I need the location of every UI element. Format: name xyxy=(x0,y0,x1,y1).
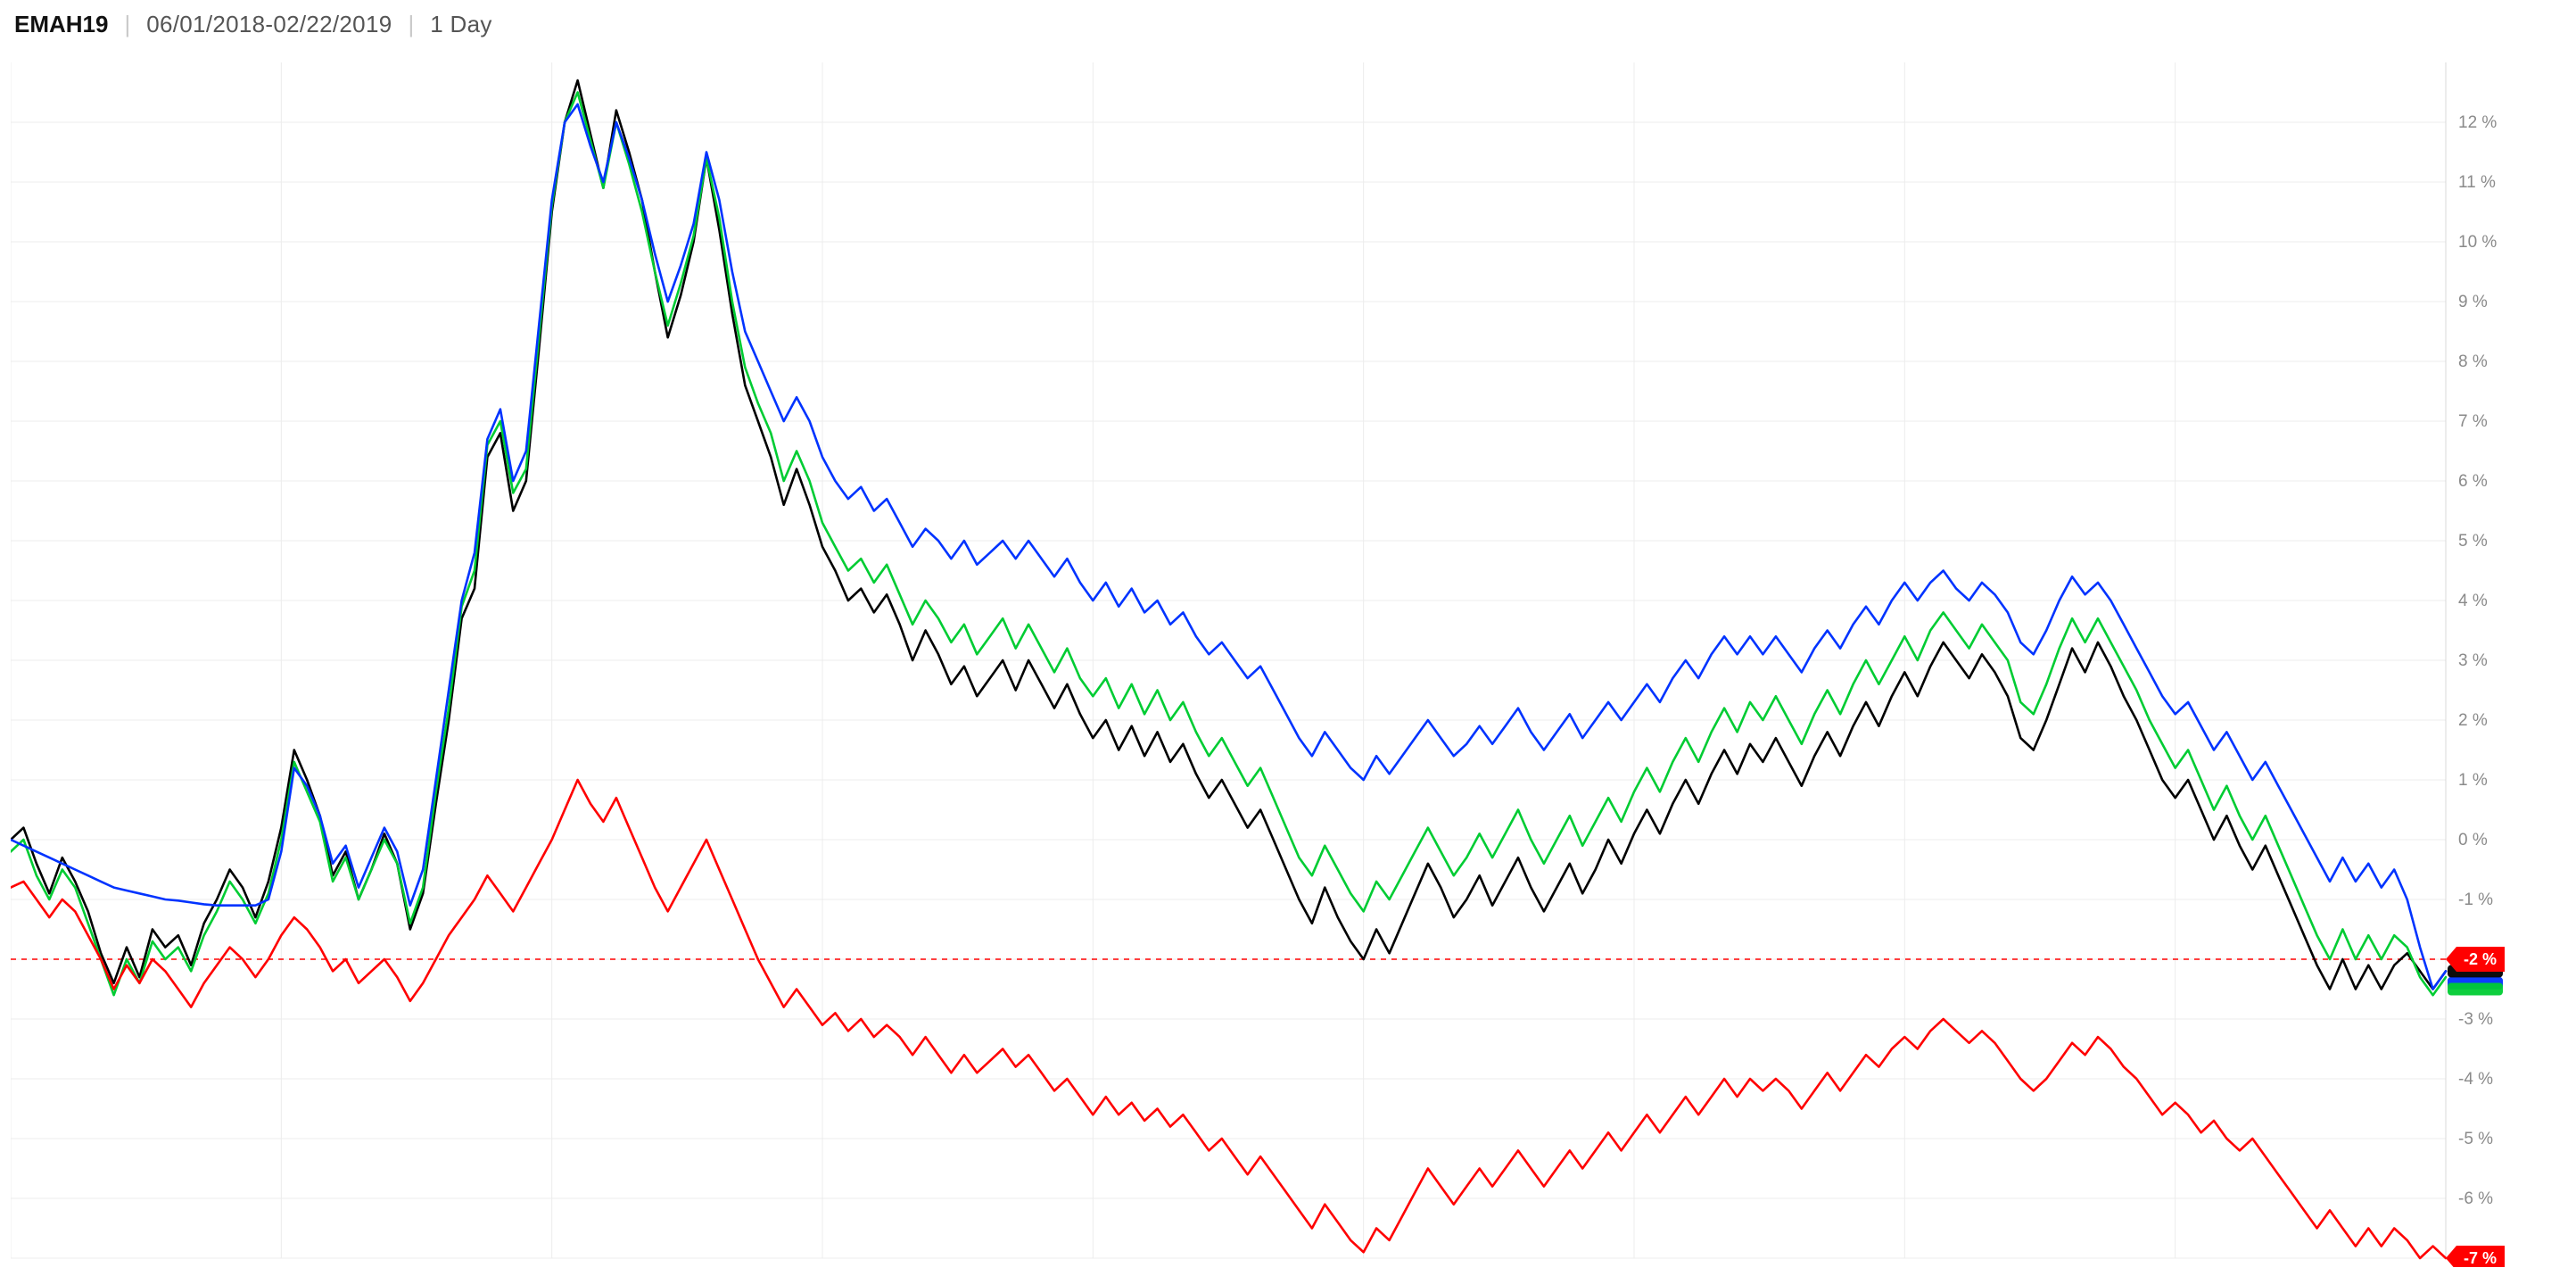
chart-area[interactable]: -7 % -6 % -5 % -4 % -3 % -2 % -1 % 0 % 1 % 2 % 3 %… xyxy=(11,54,2569,1269)
y-axis-tick-label: -3 % xyxy=(2458,1010,2493,1029)
dash-marker-label: -2 % xyxy=(2464,950,2497,968)
line-chart-svg: -7 % -6 % -5 % -4 % -3 % -2 % -1 % 0 % 1 % 2 % 3 %… xyxy=(11,54,2508,1267)
y-axis-tick-label: 6 % xyxy=(2458,472,2488,491)
header-symbol: EMAH19 xyxy=(14,11,108,38)
y-axis-tick-label: 11 % xyxy=(2458,173,2496,192)
header-sep2: | xyxy=(408,11,414,38)
y-axis-tick-label: 1 % xyxy=(2458,771,2488,790)
header-range: 06/01/2018-02/22/2019 xyxy=(146,11,392,38)
y-axis-tick-label: 10 % xyxy=(2458,233,2497,252)
end-marker-chip xyxy=(2448,983,2503,996)
y-axis-tick-label: -6 % xyxy=(2458,1189,2493,1208)
y-axis-tick-label: 12 % xyxy=(2458,113,2497,132)
y-axis-tick-label: 8 % xyxy=(2458,352,2488,371)
header-sep1: | xyxy=(124,11,130,38)
y-axis-tick-label: -1 % xyxy=(2458,891,2493,909)
y-axis-tick-label: 3 % xyxy=(2458,651,2488,670)
y-axis-tick-label: 7 % xyxy=(2458,412,2488,431)
y-axis-tick-label: -5 % xyxy=(2458,1130,2493,1148)
header-period: 1 Day xyxy=(430,11,491,38)
y-axis-tick-label: 0 % xyxy=(2458,831,2488,849)
y-axis-tick-label: 9 % xyxy=(2458,293,2488,311)
y-axis-tick-label: -4 % xyxy=(2458,1070,2493,1089)
y-axis-tick-label: 5 % xyxy=(2458,532,2488,551)
chart-header: EMAH19 | 06/01/2018-02/22/2019 | 1 Day xyxy=(14,11,492,38)
y-axis-tick-label: 4 % xyxy=(2458,592,2488,610)
end-marker-label: -7 % xyxy=(2464,1249,2497,1267)
y-axis-tick-label: 2 % xyxy=(2458,711,2488,730)
end-marker-badge: -7 % xyxy=(2446,1246,2505,1267)
dash-marker-badge: -2 % xyxy=(2446,947,2505,972)
